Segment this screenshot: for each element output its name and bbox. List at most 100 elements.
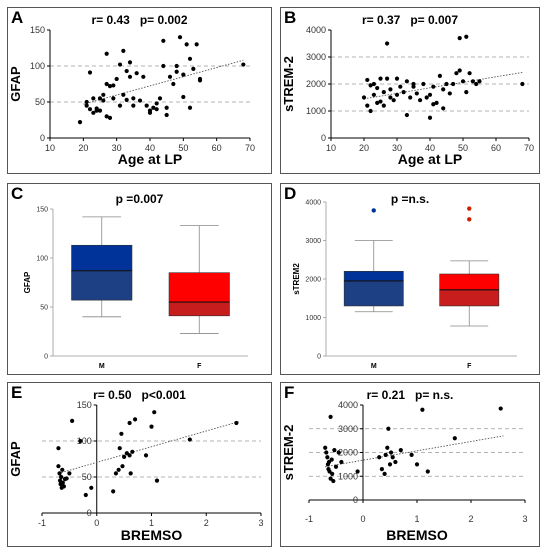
y-tick-label-b-3: 3000 <box>306 52 326 62</box>
data-point-a-20 <box>114 76 119 82</box>
data-point-a-19 <box>111 96 116 101</box>
data-point-f-27 <box>398 448 403 453</box>
x-tick-label-f-0: -1 <box>305 514 313 524</box>
data-point-b-13 <box>385 41 390 46</box>
data-point-f-9 <box>329 457 334 462</box>
data-point-a-24 <box>121 92 126 97</box>
data-point-a-3 <box>87 70 93 75</box>
data-point-e-25 <box>127 453 132 458</box>
data-point-a-42 <box>161 63 166 69</box>
panel-letter-a: A <box>11 8 24 27</box>
data-point-f-6 <box>327 469 332 474</box>
data-point-b-26 <box>411 84 416 89</box>
data-point-a-54 <box>187 105 193 110</box>
stat-label-e: r= 0.50 p<0.001 <box>93 388 186 402</box>
y-tick-label-b-2: 2000 <box>306 79 326 89</box>
x-tick-label-b-2: 30 <box>392 143 402 153</box>
category-label-c-f: F <box>197 363 202 370</box>
data-point-a-55 <box>191 66 196 71</box>
x-tick-label-e-3: 2 <box>204 518 209 528</box>
data-point-b-35 <box>434 100 439 105</box>
data-point-b-4 <box>368 108 373 114</box>
y-tick-label-b-0: 0 <box>321 133 326 143</box>
data-point-b-47 <box>464 34 469 39</box>
data-point-a-22 <box>117 103 123 108</box>
data-point-a-25 <box>124 68 129 74</box>
data-point-e-26 <box>127 420 132 426</box>
data-point-f-32 <box>452 436 457 441</box>
chart-svg-c: 0 50 100 150 M F GFAP <box>23 207 248 370</box>
data-point-b-18 <box>394 76 400 81</box>
data-point-b-27 <box>414 91 419 96</box>
data-point-e-2 <box>57 471 62 476</box>
data-point-a-41 <box>161 38 166 43</box>
data-point-f-5 <box>326 459 332 465</box>
data-point-e-29 <box>132 417 138 422</box>
y-tick-label-e-0: 0 <box>87 508 92 518</box>
panel-a: 10 20 30 40 50 60 70 0 50 100 150 Age at LP GFAP A r… <box>7 7 272 174</box>
data-point-b-34 <box>431 84 436 89</box>
y-tick-label-e-2: 100 <box>77 436 92 446</box>
data-point-a-8 <box>94 106 99 111</box>
data-point-f-18 <box>379 467 384 472</box>
data-point-b-37 <box>441 87 446 92</box>
data-point-a-23 <box>121 48 126 53</box>
trend-line-f <box>325 435 504 468</box>
x-tick-label-a-2: 30 <box>112 143 122 153</box>
data-point-a-14 <box>104 51 109 56</box>
x-tick-label-a-5: 60 <box>212 143 222 153</box>
data-point-a-52 <box>184 42 189 47</box>
x-tick-label-b-3: 40 <box>425 143 435 153</box>
y-tick-label-f-4: 4000 <box>338 400 358 410</box>
data-point-a-49 <box>177 35 183 40</box>
x-tick-label-a-1: 20 <box>78 143 88 153</box>
x-tick-label-f-4: 3 <box>522 514 527 524</box>
data-point-b-36 <box>437 73 442 78</box>
data-point-a-11 <box>101 98 106 103</box>
y-tick-label-b-1: 1000 <box>306 106 326 116</box>
data-point-b-52 <box>520 81 525 87</box>
data-point-e-27 <box>128 471 133 476</box>
chart-svg-b: 10 20 30 40 50 60 70 0 1000 2000 3000 4000 Age at LP… <box>281 25 534 167</box>
data-point-e-8 <box>60 480 65 485</box>
box-lower-shade-c-m <box>71 270 132 301</box>
panel-e: -1 0 1 2 3 0 50 100 150 BREMSO GFAP E r= 0.50 p<0.… <box>7 382 272 547</box>
y-tick-label-a-0: 0 <box>40 133 45 143</box>
x-tick-label-e-4: 3 <box>258 518 263 528</box>
data-point-f-21 <box>385 445 390 450</box>
data-point-e-21 <box>119 431 124 436</box>
data-point-e-19 <box>116 467 121 472</box>
data-point-b-31 <box>427 92 433 97</box>
data-point-f-29 <box>414 462 420 467</box>
data-point-a-30 <box>131 103 136 108</box>
data-point-b-15 <box>388 95 393 100</box>
data-point-a-53 <box>187 56 193 61</box>
trend-line-a <box>83 59 244 105</box>
panel-letter-c: C <box>11 184 24 203</box>
data-point-a-34 <box>144 103 149 108</box>
outlier-point-d-2 <box>467 217 472 222</box>
data-point-b-20 <box>398 84 403 89</box>
data-point-b-33 <box>431 102 436 107</box>
data-point-f-7 <box>328 414 333 419</box>
data-point-e-34 <box>187 437 192 442</box>
x-tick-label-b-0: 10 <box>326 143 336 153</box>
data-point-e-1 <box>56 464 61 469</box>
data-point-b-45 <box>460 79 466 84</box>
x-tick-label-e-0: -1 <box>38 518 46 528</box>
data-point-a-32 <box>137 98 143 103</box>
y-tick-label-f-0: 0 <box>353 495 358 505</box>
data-point-a-56 <box>194 42 199 47</box>
x-tick-label-b-5: 60 <box>491 143 501 153</box>
x-tick-label-a-3: 40 <box>145 143 155 153</box>
data-point-e-11 <box>64 476 69 481</box>
data-point-e-32 <box>152 410 157 415</box>
data-point-f-14 <box>336 450 341 455</box>
data-point-b-0 <box>361 95 367 100</box>
data-point-b-6 <box>371 81 376 87</box>
data-point-a-50 <box>181 72 186 77</box>
panel-c: 0 50 100 150 M F GFAP C p =0.007 <box>7 183 272 375</box>
box-lower-shade-d-f <box>439 289 499 306</box>
data-point-a-46 <box>171 81 176 87</box>
